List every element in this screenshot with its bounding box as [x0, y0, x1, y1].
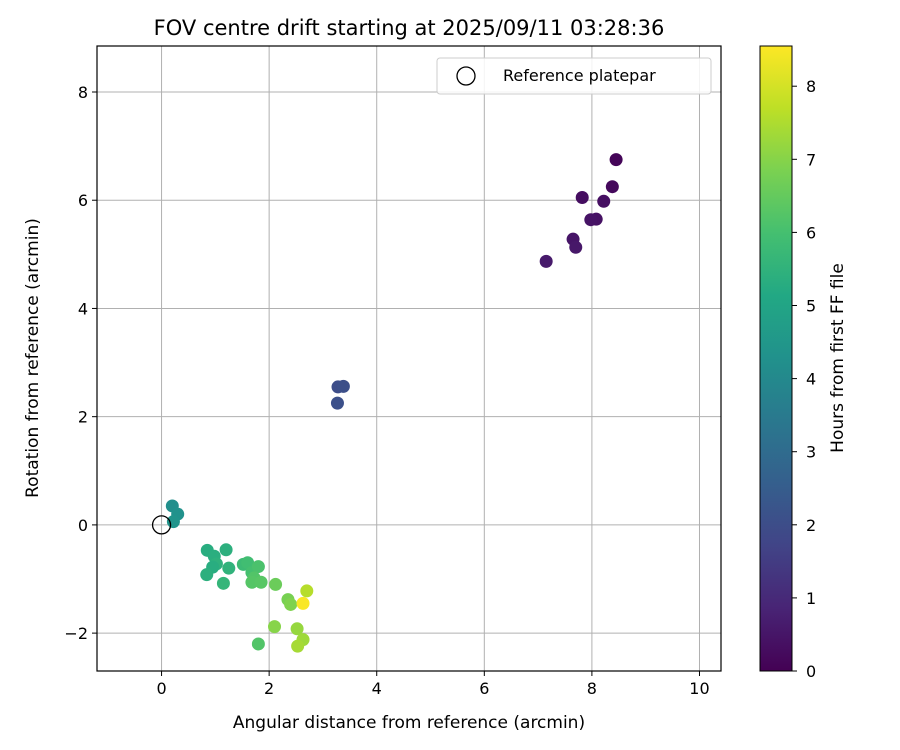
data-point [269, 577, 283, 591]
data-points [165, 153, 623, 653]
data-point [300, 584, 314, 598]
colorbar-tick-label: 8 [806, 77, 816, 96]
data-point [200, 568, 214, 582]
data-point [251, 637, 265, 651]
data-point [166, 515, 180, 529]
y-tick-label: 4 [78, 299, 88, 318]
reference-marker-layer [151, 515, 172, 535]
data-point [569, 240, 583, 254]
data-point [539, 254, 553, 268]
x-tick-label: 10 [689, 679, 709, 698]
colorbar-tick-label: 0 [806, 662, 816, 681]
x-tick-label: 2 [264, 679, 274, 698]
data-point [254, 575, 268, 589]
data-point [575, 191, 589, 205]
data-point [330, 396, 344, 410]
colorbar-tick-label: 4 [806, 370, 816, 389]
data-point [284, 597, 298, 611]
colorbar-tick-label: 6 [806, 223, 816, 242]
data-point [290, 622, 304, 636]
data-point [216, 576, 230, 590]
colorbar-tick-label: 5 [806, 297, 816, 316]
colorbar-gradient [759, 45, 793, 672]
y-axis-label: Rotation from reference (arcmin) [23, 218, 43, 498]
y-tick-label: 0 [78, 516, 88, 535]
data-point [296, 596, 310, 610]
y-tick-label: 8 [78, 83, 88, 102]
grid [97, 46, 721, 671]
colorbar-tick-label: 2 [806, 516, 816, 535]
data-point [609, 153, 623, 167]
x-tick-label: 4 [372, 679, 382, 698]
y-axis-ticks: −2 0 2 4 6 8 [64, 83, 97, 643]
reference-platepar-marker [151, 515, 172, 535]
x-axis-label: Angular distance from reference (arcmin) [233, 713, 585, 733]
data-point [219, 543, 233, 557]
colorbar-tick-label: 1 [806, 589, 816, 608]
y-tick-label: 6 [78, 191, 88, 210]
data-point [241, 556, 255, 570]
x-tick-label: 0 [156, 679, 166, 698]
legend-box [436, 57, 712, 95]
y-tick-label: −2 [64, 624, 88, 643]
data-point [336, 379, 350, 393]
legend-entry-reference-platepar: Reference platepar [503, 66, 656, 85]
x-tick-label: 6 [479, 679, 489, 698]
data-point [597, 194, 611, 208]
data-point [291, 639, 305, 653]
y-tick-label: 2 [78, 408, 88, 427]
x-tick-label: 8 [587, 679, 597, 698]
legend-marker-icon [456, 66, 476, 86]
data-point [584, 213, 598, 227]
colorbar: 0 1 2 3 4 5 6 7 8 Hours from first FF file [759, 45, 848, 681]
colorbar-label: Hours from first FF file [828, 263, 848, 453]
colorbar-ticks: 0 1 2 3 4 5 6 7 8 [792, 77, 816, 681]
plot-frame [96, 45, 722, 672]
data-point [605, 180, 619, 194]
colorbar-tick-label: 7 [806, 150, 816, 169]
data-point [222, 561, 236, 575]
data-point [268, 620, 282, 634]
legend: Reference platepar [436, 57, 712, 95]
data-point [245, 575, 259, 589]
data-point [251, 560, 265, 574]
chart-title: FOV centre drift starting at 2025/09/11 … [154, 16, 665, 40]
x-axis-ticks: 0 2 4 6 8 10 [156, 671, 710, 698]
colorbar-tick-label: 3 [806, 443, 816, 462]
